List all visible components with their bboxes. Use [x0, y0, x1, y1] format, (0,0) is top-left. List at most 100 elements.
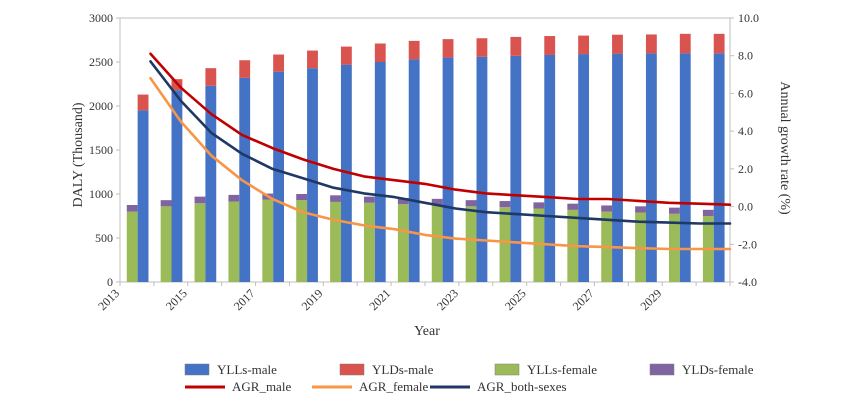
bar-ylds-male — [713, 33, 725, 54]
y-tick-label: 500 — [95, 231, 113, 245]
bar-ylds-male — [205, 68, 217, 86]
bar-ylls-male — [205, 85, 217, 282]
bar-ylds-female — [431, 198, 443, 205]
x-tick-label: 2029 — [637, 286, 664, 313]
bar-ylls-male — [713, 53, 725, 283]
line-agr-both-sexes — [149, 60, 732, 225]
y-tick-label: 3000 — [89, 11, 113, 25]
x-tick-label: 2025 — [502, 286, 529, 313]
line-agr-female — [149, 77, 732, 251]
bar-ylds-female — [533, 202, 545, 209]
bar-ylds-female — [465, 200, 477, 207]
bar-ylds-male — [137, 94, 149, 111]
bar-ylls-female — [228, 201, 240, 282]
bar-ylls-male — [476, 56, 488, 282]
bar-ylds-male — [374, 43, 386, 62]
bar-ylls-female — [330, 201, 341, 282]
bar-ylds-female — [669, 207, 680, 214]
legend-label-agr-both-sexes: AGR_both-sexes — [477, 379, 567, 394]
y-tick-label: 1000 — [89, 187, 113, 201]
y2-tick-label: 6.0 — [738, 86, 753, 100]
y2-tick-label: -4.0 — [738, 275, 757, 289]
bar-ylls-male — [307, 68, 318, 282]
bar-ylds-male — [510, 36, 522, 56]
bar-ylds-male — [544, 36, 556, 55]
bar-ylds-male — [612, 34, 623, 54]
x-tick-label: 2027 — [570, 286, 597, 313]
legend-label-agr-male: AGR_male — [232, 379, 291, 394]
x-axis: 2013 2015 2017 2019 2021 2023 2025 2027 2029 — [95, 282, 731, 313]
bar-ylds-female — [567, 203, 579, 210]
bar-ylls-female — [431, 205, 443, 282]
bar-ylls-male — [679, 53, 691, 283]
y2-tick-label: 10.0 — [738, 11, 759, 25]
bar-ylds-female — [635, 206, 646, 213]
bar-ylls-male — [645, 53, 657, 282]
legend-label-ylls-male: YLLs-male — [217, 362, 277, 377]
legend-label-ylls-female: YLLs-female — [527, 362, 597, 377]
y2-tick-label: -2.0 — [738, 237, 757, 251]
y-tick-label: 2500 — [89, 55, 113, 69]
x-tick-label: 2021 — [366, 286, 393, 313]
bar-ylls-female — [533, 208, 545, 282]
bar-ylds-male — [476, 38, 488, 57]
x-tick-label: 2017 — [231, 286, 258, 313]
bar-ylds-male — [273, 54, 285, 72]
bar-ylls-female — [194, 203, 206, 282]
y2-axis-title: Annual growth rate (%) — [777, 81, 792, 215]
bar-ylds-male — [408, 40, 420, 60]
bar-ylds-female — [160, 200, 172, 207]
bar-ylls-male — [612, 53, 623, 282]
legend-label-agr-female: AGR_female — [359, 379, 429, 394]
y-tick-label: 0 — [107, 275, 113, 289]
y-axis-right: -4.0 -2.0 0.0 2.0 4.0 6.0 8.0 10.0 — [730, 11, 759, 289]
bar-ylls-female — [499, 207, 511, 282]
bar-ylls-male — [578, 54, 590, 282]
x-tick-label: 2023 — [434, 286, 461, 313]
bar-ylds-female — [194, 196, 206, 204]
bar-ylls-male — [408, 59, 420, 282]
bar-ylds-female — [330, 195, 341, 202]
y-tick-label: 2000 — [89, 99, 113, 113]
y2-tick-label: 8.0 — [738, 49, 753, 63]
bar-ylls-female — [364, 202, 375, 282]
line-agr-male — [149, 52, 732, 206]
bar-ylds-female — [499, 201, 511, 208]
y2-tick-label: 4.0 — [738, 124, 753, 138]
legend: YLLs-male YLDs-male YLLs-female YLDs-female… — [184, 362, 754, 394]
legend-swatch-ylds-female — [649, 363, 675, 376]
bar-ylds-female — [364, 196, 375, 203]
bar-ylls-male — [137, 110, 149, 283]
bar-ylls-female — [160, 206, 172, 282]
bar-ylds-male — [340, 46, 352, 65]
bar-ylls-male — [510, 55, 522, 283]
legend-swatch-ylls-male — [184, 363, 210, 376]
bar-ylls-female — [262, 199, 274, 282]
bar-ylls-female — [296, 200, 308, 282]
legend-swatch-ylls-female — [494, 363, 520, 376]
bar-ylls-female — [397, 204, 409, 282]
bar-ylds-female — [702, 209, 714, 216]
y-tick-label: 1500 — [89, 143, 113, 157]
bar-ylds-female — [126, 205, 138, 212]
legend-label-ylds-male: YLDs-male — [372, 362, 434, 377]
bar-ylds-female — [397, 197, 409, 205]
y2-tick-label: 2.0 — [738, 162, 753, 176]
x-tick-label: 2015 — [163, 286, 190, 313]
y-axis-left: 0 500 1000 1500 2000 2500 3000 — [89, 11, 120, 289]
bar-ylds-female — [601, 205, 613, 212]
bar-ylds-female — [296, 194, 308, 201]
y-axis-title: DALY (Thousand) — [71, 102, 86, 207]
bar-ylls-female — [465, 206, 477, 282]
bar-ylls-male — [171, 90, 183, 282]
bar-ylds-male — [679, 33, 691, 54]
bar-layer — [126, 33, 725, 283]
bar-ylls-female — [126, 211, 138, 282]
bar-ylds-male — [239, 60, 251, 78]
bar-ylls-male — [442, 57, 454, 282]
x-tick-label: 2019 — [299, 286, 326, 313]
bar-ylds-male — [442, 39, 454, 58]
legend-swatch-ylds-male — [339, 363, 365, 376]
